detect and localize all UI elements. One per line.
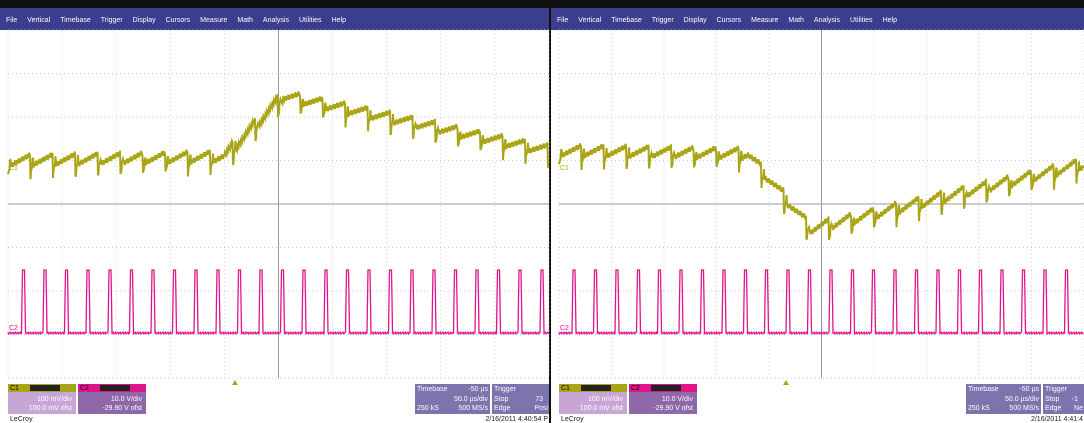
trigger-slope: Ne	[1074, 405, 1083, 412]
channel-badge	[30, 385, 60, 391]
channel-vdiv: 100 mV/div	[37, 396, 73, 403]
divider	[549, 0, 551, 423]
channel-offset: -29.90 V ofst	[653, 405, 693, 412]
channel-label: C1	[561, 385, 570, 392]
screen: File Vertical Timebase Trigger Display Cursor…	[551, 8, 1084, 423]
menu-item[interactable]: Help	[883, 17, 898, 24]
timebase-delay: -50 µs	[1019, 386, 1039, 393]
menu-item[interactable]: Trigger	[101, 17, 124, 24]
menu-item[interactable]: Measure	[751, 17, 778, 24]
trigger-level: -1	[1072, 396, 1078, 403]
menu-item[interactable]: Vertical	[578, 17, 601, 24]
menu-item[interactable]: Analysis	[263, 17, 290, 24]
trigger-mode: Stop	[1045, 396, 1060, 403]
menu-item[interactable]: Vertical	[27, 17, 50, 24]
screen: File Vertical Timebase Trigger Display Cursor…	[0, 8, 549, 423]
channel-vdiv: 100 mV/div	[588, 396, 624, 403]
trigger-type: Edge	[494, 405, 510, 412]
trigger-slope: Posi	[534, 405, 548, 412]
menu-item[interactable]: Math	[237, 17, 253, 24]
scope-screenshot: File Vertical Timebase Trigger Display Cursor…	[0, 0, 1084, 423]
trace-label: C1	[560, 165, 569, 172]
menu-item[interactable]: Measure	[200, 17, 227, 24]
timebase-samples: 250 kS	[417, 405, 439, 412]
timestamp: 2/16/2011 4:40:54 P	[485, 416, 548, 423]
menu-item[interactable]: File	[6, 17, 17, 24]
channel-label: C1	[10, 385, 19, 392]
menu-item[interactable]: Math	[788, 17, 804, 24]
channel-badge	[651, 385, 681, 391]
channel-vdiv: 10.0 V/div	[111, 396, 143, 403]
top-border	[0, 0, 1084, 8]
timebase-title: Timebase	[417, 386, 448, 393]
brand: LeCroy	[561, 416, 584, 423]
timebase-rate: 500 MS/s	[458, 405, 488, 412]
menu-item[interactable]: Display	[684, 17, 707, 24]
channel-label: C2	[80, 385, 89, 392]
trigger-title: Trigger	[1045, 386, 1068, 393]
channel-offset: 100.0 mV ofst	[580, 405, 623, 412]
menu-item[interactable]: Timebase	[60, 17, 91, 24]
menu-item[interactable]: Cursors	[717, 17, 742, 24]
trigger-mode: Stop	[494, 396, 509, 403]
timebase-div: 50.0 µs/div	[1005, 396, 1039, 403]
trigger-type: Edge	[1045, 405, 1061, 412]
menu-item[interactable]: Help	[332, 17, 347, 24]
timebase-title: Timebase	[968, 386, 999, 393]
trigger-title: Trigger	[494, 386, 517, 393]
timebase-samples: 250 kS	[968, 405, 990, 412]
menu-item[interactable]: Display	[133, 17, 156, 24]
channel-label: C2	[631, 385, 640, 392]
channel-badge	[581, 385, 611, 391]
timebase-rate: 500 MS/s	[1009, 405, 1039, 412]
menu-item[interactable]: Utilities	[850, 17, 873, 24]
timebase-div: 50.0 µs/div	[454, 396, 488, 403]
timestamp: 2/16/2011 4:41:4	[1031, 416, 1083, 423]
channel-badge	[100, 385, 130, 391]
trace-label: C2	[9, 325, 18, 332]
menu-item[interactable]: Utilities	[299, 17, 322, 24]
trace-label: C2	[560, 325, 569, 332]
menu-item[interactable]: File	[557, 17, 568, 24]
menu-item[interactable]: Analysis	[814, 17, 841, 24]
trigger-level: 73	[535, 396, 543, 403]
channel-offset: 100.0 mV ofst	[29, 405, 72, 412]
menu-item[interactable]: Timebase	[611, 17, 642, 24]
timebase-delay: -50 µs	[468, 386, 488, 393]
brand: LeCroy	[10, 416, 33, 423]
menu-item[interactable]: Trigger	[652, 17, 675, 24]
channel-offset: -29.90 V ofst	[102, 405, 142, 412]
channel-vdiv: 10.0 V/div	[662, 396, 694, 403]
trace-label: C1	[9, 165, 18, 172]
menu-item[interactable]: Cursors	[166, 17, 191, 24]
